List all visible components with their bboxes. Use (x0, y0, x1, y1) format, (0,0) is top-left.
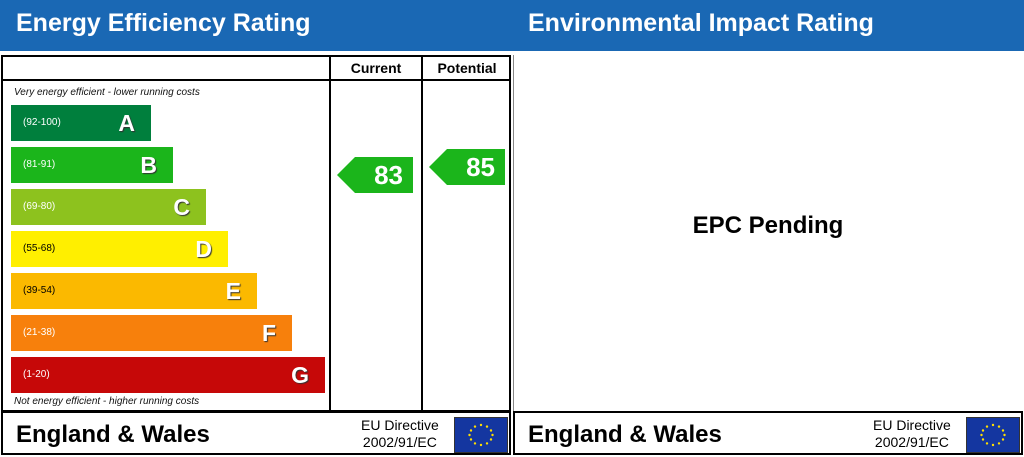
band-a: (92-100) A (11, 105, 151, 141)
bottom-note: Not energy efficient - higher running co… (14, 396, 200, 407)
directive-label: EU Directive 2002/91/EC (361, 417, 439, 450)
energy-chart: Current Potential Very energy efficient … (1, 55, 511, 412)
band-letter: D (195, 236, 212, 262)
band-range: (69-80) (23, 201, 56, 212)
band-range: (1-20) (23, 369, 50, 380)
region-label: England & Wales (528, 421, 722, 448)
eu-flag-icon (454, 417, 508, 453)
band-range: (55-68) (23, 243, 56, 254)
energy-title: Energy Efficiency Rating (0, 0, 512, 51)
band-letter: A (118, 110, 135, 136)
potential-rating-arrow: 85 (429, 149, 505, 185)
band-c: (69-80) C (11, 189, 206, 225)
eu-flag-icon (966, 417, 1020, 453)
current-header: Current (329, 57, 421, 81)
band-range: (21-38) (23, 327, 56, 338)
band-g: (1-20) G (11, 357, 325, 393)
band-letter: G (291, 362, 309, 388)
current-rating-arrow: 83 (337, 157, 413, 193)
potential-header: Potential (421, 57, 511, 81)
band-f: (21-38) F (11, 315, 292, 351)
band-letter: F (261, 320, 276, 346)
energy-footer: England & Wales EU Directive 2002/91/EC (1, 411, 511, 455)
epc-pending-status: EPC Pending (692, 212, 844, 239)
region-label: England & Wales (16, 421, 210, 448)
band-letter: C (173, 194, 190, 220)
band-letter: B (140, 152, 157, 178)
band-letter: E (225, 278, 241, 304)
band-range: (92-100) (23, 117, 61, 128)
band-d: (55-68) D (11, 231, 228, 267)
band-e: (39-54) E (11, 273, 257, 309)
band-range: (39-54) (23, 285, 56, 296)
energy-efficiency-panel: Energy Efficiency Rating Current Potenti… (0, 0, 512, 455)
band-b: (81-91) B (11, 147, 173, 183)
environmental-title: Environmental Impact Rating (512, 0, 1024, 51)
top-note: Very energy efficient - lower running co… (14, 87, 200, 98)
directive-label: EU Directive 2002/91/EC (873, 417, 951, 450)
environmental-impact-panel: Environmental Impact Rating EPC Pending … (512, 0, 1024, 457)
environmental-footer: England & Wales EU Directive 2002/91/EC (513, 411, 1023, 455)
band-range: (81-91) (23, 159, 56, 170)
